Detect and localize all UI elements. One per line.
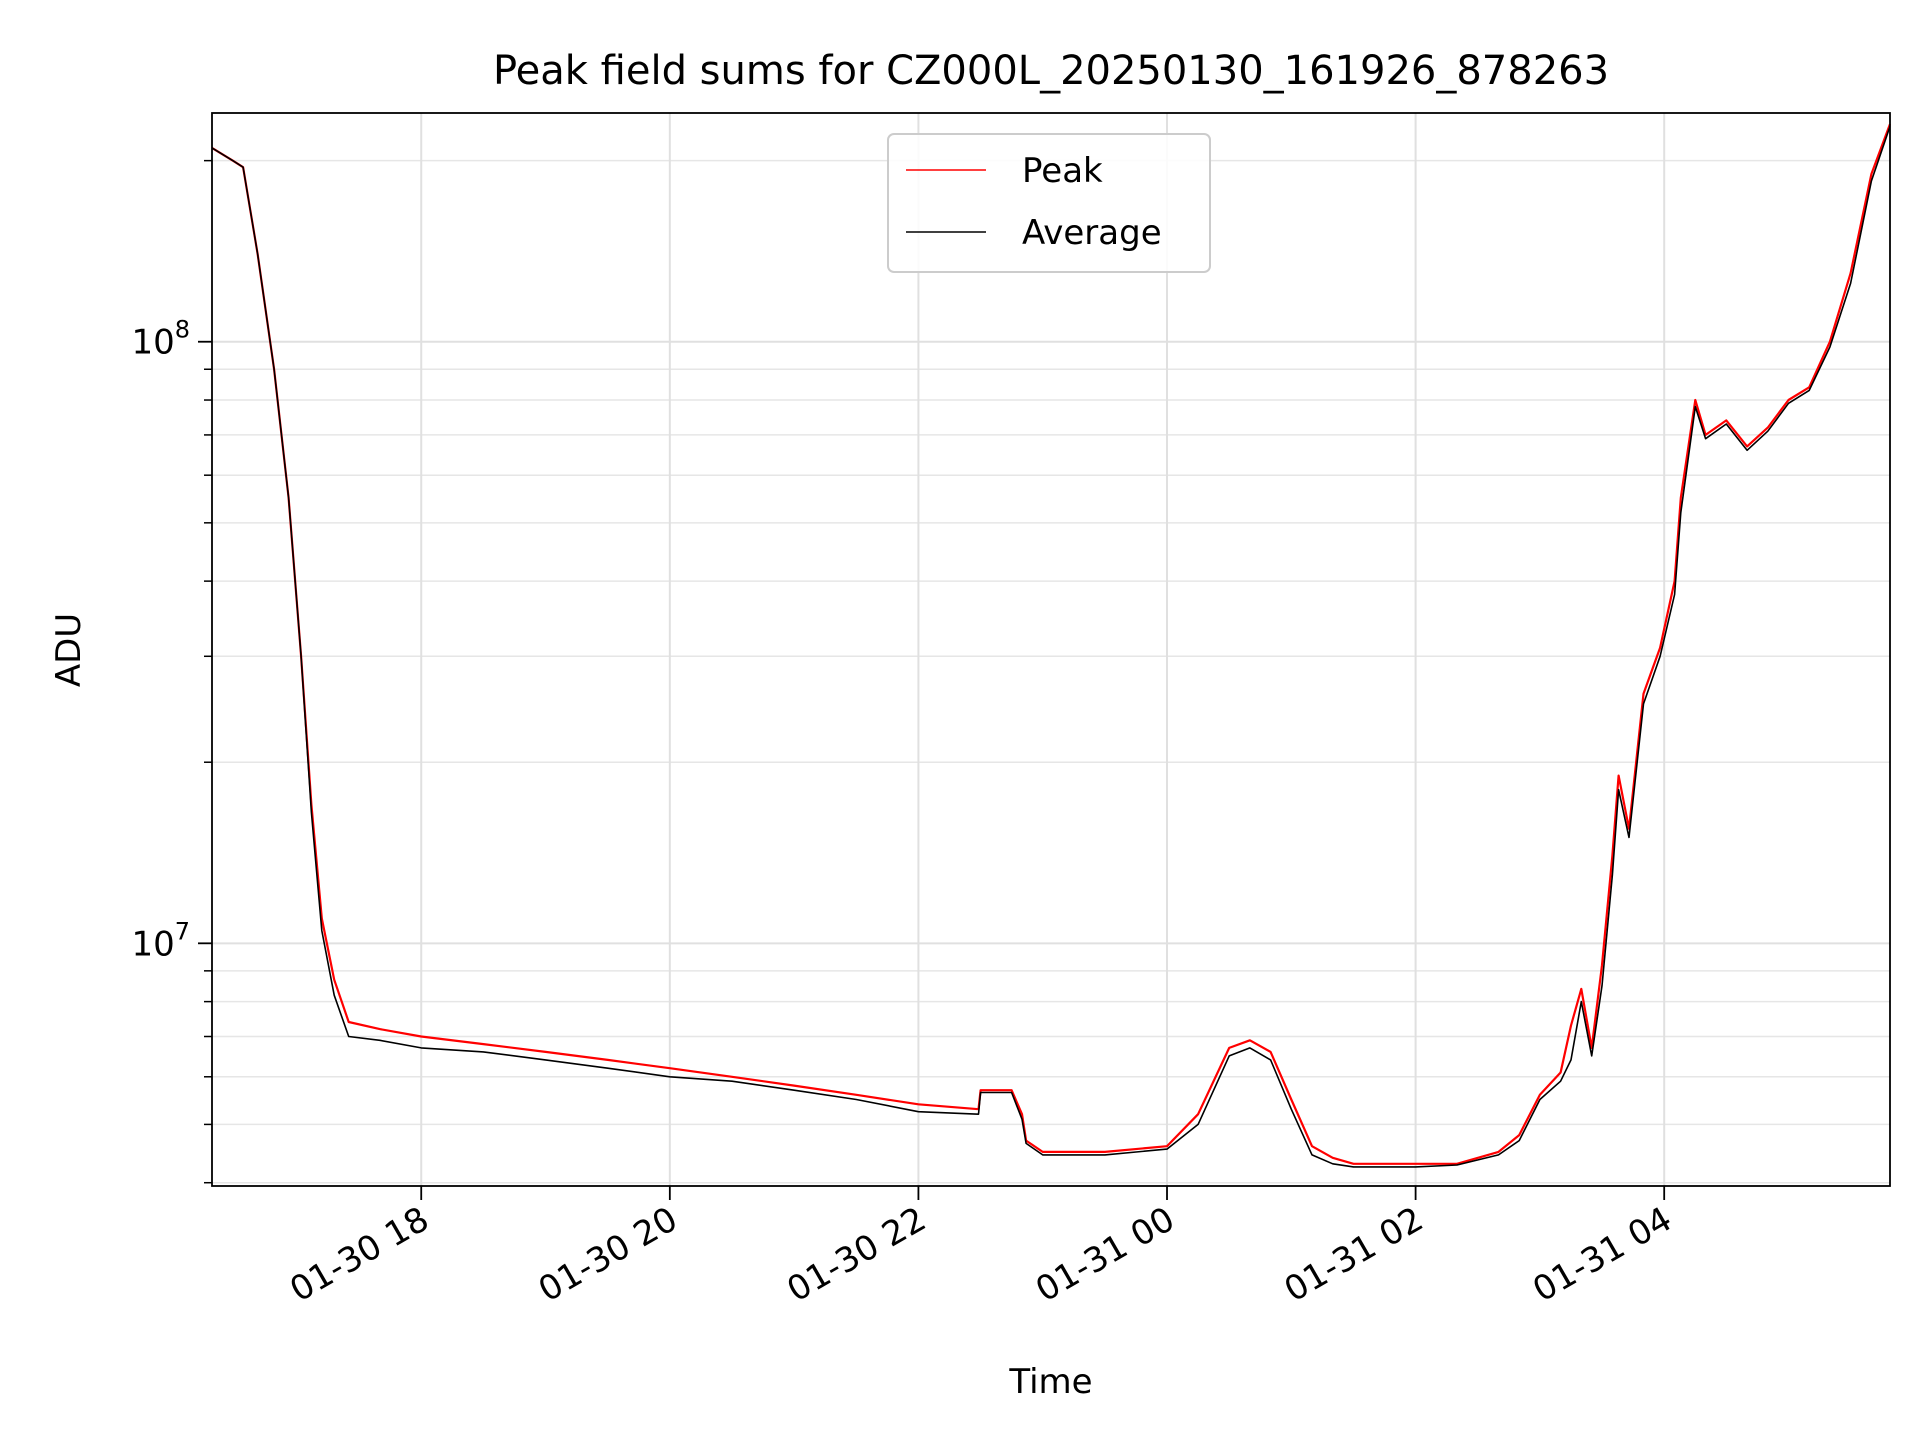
y-tick-label-exponent: 7 bbox=[175, 917, 190, 945]
series-line-peak bbox=[211, 123, 1892, 1165]
x-axis-label: Time bbox=[1008, 1362, 1092, 1402]
series-line-average bbox=[211, 126, 1891, 1168]
chart-title: Peak field sums for CZ000L_20250130_1619… bbox=[493, 48, 1609, 94]
legend: Peak Average bbox=[887, 133, 1211, 273]
y-tick-label: 107 bbox=[131, 917, 190, 964]
legend-label-peak: Peak bbox=[1022, 151, 1103, 191]
y-tick-label-exponent: 8 bbox=[175, 316, 190, 344]
legend-label-average: Average bbox=[1022, 213, 1162, 253]
y-tick-label-base: 10 bbox=[131, 924, 174, 964]
y-tick-label: 108 bbox=[131, 316, 190, 363]
plot-frame bbox=[211, 112, 1891, 1187]
series-lines bbox=[211, 123, 1892, 1168]
y-tick-label-base: 10 bbox=[131, 323, 174, 363]
y-axis-label: ADU bbox=[49, 613, 89, 687]
legend-box bbox=[887, 133, 1211, 273]
